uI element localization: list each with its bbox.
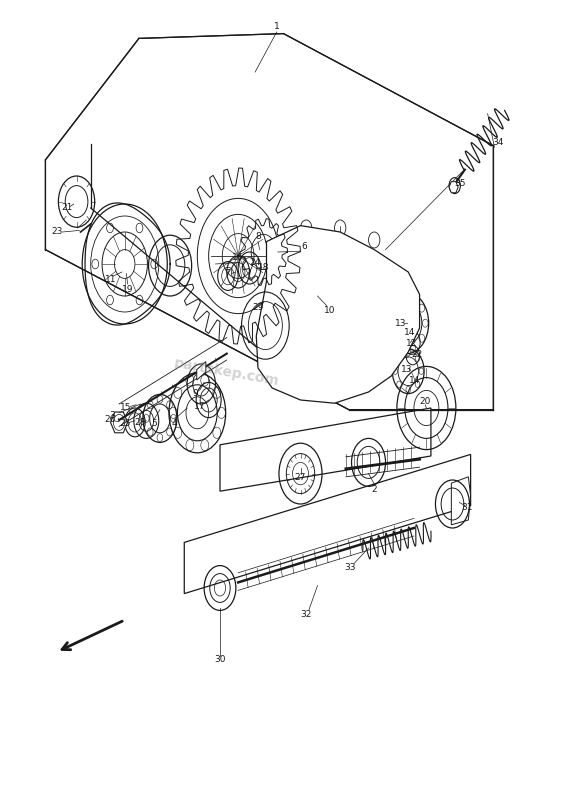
- Text: 32: 32: [301, 610, 312, 619]
- Text: 25: 25: [119, 419, 130, 429]
- Text: 30: 30: [214, 655, 226, 665]
- Polygon shape: [451, 477, 471, 525]
- Text: 31: 31: [461, 503, 472, 513]
- Text: 23: 23: [51, 227, 62, 237]
- Text: 15: 15: [120, 403, 132, 413]
- Text: 10: 10: [324, 306, 336, 315]
- Text: 5: 5: [151, 419, 157, 429]
- Text: 29: 29: [252, 302, 264, 312]
- Text: 9: 9: [193, 389, 198, 398]
- Text: 13: 13: [395, 318, 407, 328]
- Text: 3: 3: [109, 411, 115, 421]
- Text: 35: 35: [455, 179, 466, 189]
- Text: 7: 7: [224, 269, 230, 278]
- Text: 13: 13: [401, 365, 413, 374]
- Text: 14: 14: [404, 328, 415, 338]
- Polygon shape: [111, 412, 128, 433]
- Text: 24: 24: [249, 258, 261, 267]
- Text: 8: 8: [255, 232, 261, 242]
- Text: 18: 18: [258, 262, 269, 272]
- Polygon shape: [256, 226, 420, 403]
- Text: 22: 22: [412, 350, 423, 359]
- Text: 21: 21: [61, 203, 73, 213]
- Text: 17: 17: [194, 402, 205, 411]
- Text: partskep.com: partskep.com: [173, 356, 281, 388]
- Text: 34: 34: [492, 138, 503, 147]
- Text: 4: 4: [172, 419, 177, 429]
- Text: 28: 28: [134, 418, 146, 427]
- Polygon shape: [197, 362, 206, 380]
- Polygon shape: [449, 182, 458, 193]
- Text: 14: 14: [409, 376, 421, 386]
- Text: 26: 26: [104, 414, 116, 424]
- Text: 33: 33: [345, 563, 356, 573]
- Text: 20: 20: [420, 397, 431, 406]
- Text: 19: 19: [122, 285, 133, 294]
- Polygon shape: [220, 408, 431, 491]
- Text: 12: 12: [406, 338, 417, 348]
- Polygon shape: [184, 454, 471, 594]
- Text: 27: 27: [295, 473, 306, 482]
- Text: 11: 11: [105, 275, 116, 285]
- Text: 2: 2: [371, 485, 377, 494]
- Polygon shape: [45, 34, 493, 410]
- Text: 1: 1: [274, 22, 280, 31]
- Text: 6: 6: [301, 242, 307, 251]
- Text: 16: 16: [232, 253, 244, 262]
